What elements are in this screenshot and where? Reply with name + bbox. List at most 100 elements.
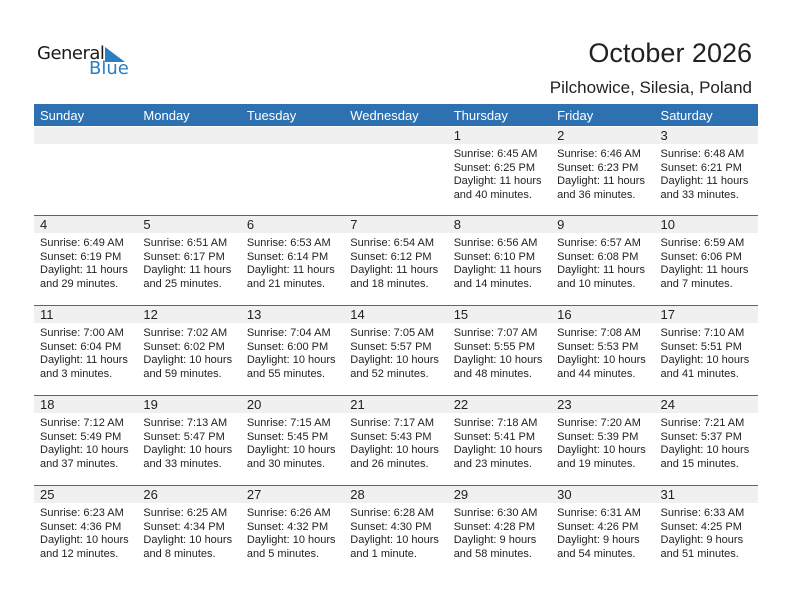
sunset-text: Sunset: 6:04 PM (40, 340, 122, 353)
day-number: 18 (34, 396, 138, 413)
day-info: Sunrise: 7:02 AM Sunset: 6:02 PM Daylight:… (137, 323, 240, 381)
day-cell: 5 Sunrise: 6:51 AM Sunset: 6:17 PM Daylight… (137, 216, 241, 305)
day-number: 27 (240, 486, 345, 503)
day-number: 2 (551, 127, 655, 144)
sunset-text: Sunset: 5:51 PM (660, 340, 742, 353)
sunset-text: Sunset: 4:34 PM (143, 520, 225, 533)
daylight-text: Daylight: 11 hours (40, 264, 128, 276)
sunset-text: Sunset: 6:08 PM (557, 250, 639, 263)
daylight-text: and 33 minutes. (143, 457, 222, 470)
daylight-text: and 14 minutes. (453, 277, 532, 290)
sunset-text: Sunset: 5:53 PM (557, 340, 639, 353)
day-info: Sunrise: 7:17 AM Sunset: 5:43 PM Daylight:… (344, 413, 447, 471)
day-info: Sunrise: 6:56 AM Sunset: 6:10 PM Daylight:… (448, 233, 551, 291)
daylight-text: Daylight: 10 hours (557, 444, 646, 456)
daylight-text: Daylight: 10 hours (143, 354, 233, 366)
daylight-text: Daylight: 10 hours (453, 354, 543, 366)
day-cell: 23 Sunrise: 7:20 AM Sunset: 5:39 PM Dayligh… (551, 396, 655, 485)
day-info: Sunrise: 6:57 AM Sunset: 6:08 PM Daylight:… (551, 233, 654, 291)
day-cell: 30 Sunrise: 6:31 AM Sunset: 4:26 PM Dayligh… (551, 486, 655, 575)
sunrise-text: Sunrise: 7:00 AM (40, 327, 124, 339)
sunset-text: Sunset: 5:45 PM (246, 430, 329, 443)
day-info: Sunrise: 6:51 AM Sunset: 6:17 PM Daylight:… (137, 233, 240, 291)
sunrise-text: Sunrise: 7:10 AM (660, 327, 745, 339)
day-number: 17 (654, 306, 758, 323)
daylight-text: and 29 minutes. (40, 277, 119, 290)
sunrise-text: Sunrise: 6:31 AM (557, 507, 641, 519)
week-row: 1 Sunrise: 6:45 AM Sunset: 6:25 PM Daylight… (34, 127, 758, 215)
daylight-text: and 23 minutes. (453, 457, 532, 470)
day-info: Sunrise: 7:05 AM Sunset: 5:57 PM Daylight:… (344, 323, 447, 381)
weekday-friday: Friday (557, 108, 594, 123)
day-number: 8 (447, 216, 552, 233)
sunset-text: Sunset: 5:41 PM (453, 430, 536, 443)
sunset-text: Sunset: 6:12 PM (350, 250, 432, 263)
day-cell: 6 Sunrise: 6:53 AM Sunset: 6:14 PM Daylight… (240, 216, 345, 305)
week-row: 25 Sunrise: 6:23 AM Sunset: 4:36 PM Dayligh… (34, 485, 758, 575)
day-info: Sunrise: 7:00 AM Sunset: 6:04 PM Daylight:… (34, 323, 137, 381)
sunset-text: Sunset: 6:14 PM (246, 250, 329, 263)
day-cell: 7 Sunrise: 6:54 AM Sunset: 6:12 PM Daylight… (344, 216, 448, 305)
weekday-tuesday: Tuesday (246, 108, 297, 123)
sunset-text: Sunset: 6:25 PM (453, 161, 536, 174)
daylight-text: Daylight: 10 hours (143, 444, 233, 456)
sunrise-text: Sunrise: 6:54 AM (350, 237, 435, 249)
daylight-text: and 30 minutes. (246, 457, 326, 470)
day-number: 16 (551, 306, 655, 323)
day-number: 6 (240, 216, 345, 233)
weekday-thursday: Thursday (453, 108, 508, 123)
daylight-text: Daylight: 11 hours (350, 264, 439, 276)
day-number (240, 127, 345, 144)
day-cell: 20 Sunrise: 7:15 AM Sunset: 5:45 PM Dayligh… (240, 396, 345, 485)
day-number: 13 (240, 306, 345, 323)
daylight-text: and 15 minutes. (660, 457, 739, 470)
daylight-text: Daylight: 11 hours (453, 175, 542, 187)
day-cell: 27 Sunrise: 6:26 AM Sunset: 4:32 PM Dayligh… (240, 486, 345, 575)
day-cell: 1 Sunrise: 6:45 AM Sunset: 6:25 PM Daylight… (447, 127, 552, 215)
day-number: 11 (34, 306, 138, 323)
sunrise-text: Sunrise: 7:08 AM (557, 327, 641, 339)
day-cell: 29 Sunrise: 6:30 AM Sunset: 4:28 PM Dayligh… (447, 486, 552, 575)
weekday-monday: Monday (143, 108, 190, 123)
day-cell: 18 Sunrise: 7:12 AM Sunset: 5:49 PM Dayligh… (34, 396, 138, 485)
sunrise-text: Sunrise: 7:12 AM (40, 417, 124, 429)
day-cell: 19 Sunrise: 7:13 AM Sunset: 5:47 PM Dayligh… (137, 396, 241, 485)
weekday-saturday: Saturday (660, 108, 713, 123)
day-number: 24 (654, 396, 758, 413)
sunrise-text: Sunrise: 7:13 AM (143, 417, 228, 429)
calendar: Sunday Monday Tuesday Wednesday Thursday Frid… (34, 104, 758, 575)
day-number: 5 (137, 216, 241, 233)
sunset-text: Sunset: 6:19 PM (40, 250, 122, 263)
sunrise-text: Sunrise: 6:51 AM (143, 237, 228, 249)
day-number: 14 (344, 306, 448, 323)
sunrise-text: Sunrise: 6:49 AM (40, 237, 124, 249)
sunrise-text: Sunrise: 6:45 AM (453, 148, 538, 160)
day-number: 23 (551, 396, 655, 413)
day-cell: 10 Sunrise: 6:59 AM Sunset: 6:06 PM Dayligh… (654, 216, 758, 305)
daylight-text: and 59 minutes. (143, 367, 222, 380)
sunrise-text: Sunrise: 6:59 AM (660, 237, 745, 249)
logo: General Blue (37, 43, 137, 83)
day-cell: 26 Sunrise: 6:25 AM Sunset: 4:34 PM Dayligh… (137, 486, 241, 575)
sunset-text: Sunset: 4:36 PM (40, 520, 122, 533)
sunrise-text: Sunrise: 7:04 AM (246, 327, 331, 339)
day-number: 22 (447, 396, 552, 413)
weekday-sunday: Sunday (40, 108, 85, 123)
day-number: 20 (240, 396, 345, 413)
week-row: 11 Sunrise: 7:00 AM Sunset: 6:04 PM Dayligh… (34, 305, 758, 395)
daylight-text: and 44 minutes. (557, 367, 636, 380)
day-number: 19 (137, 396, 241, 413)
sunrise-text: Sunrise: 7:21 AM (660, 417, 745, 429)
day-info: Sunrise: 7:21 AM Sunset: 5:37 PM Daylight:… (655, 413, 758, 471)
daylight-text: Daylight: 10 hours (143, 534, 233, 546)
daylight-text: Daylight: 11 hours (40, 354, 128, 366)
daylight-text: and 21 minutes. (246, 277, 326, 290)
daylight-text: and 48 minutes. (453, 367, 532, 380)
day-cell: 28 Sunrise: 6:28 AM Sunset: 4:30 PM Dayligh… (344, 486, 448, 575)
sunset-text: Sunset: 5:55 PM (453, 340, 536, 353)
daylight-text: Daylight: 10 hours (40, 444, 129, 456)
day-cell: 25 Sunrise: 6:23 AM Sunset: 4:36 PM Dayligh… (34, 486, 138, 575)
day-cell: 21 Sunrise: 7:17 AM Sunset: 5:43 PM Dayligh… (344, 396, 448, 485)
daylight-text: and 5 minutes. (246, 547, 319, 560)
logo-text-blue: Blue (89, 58, 129, 79)
